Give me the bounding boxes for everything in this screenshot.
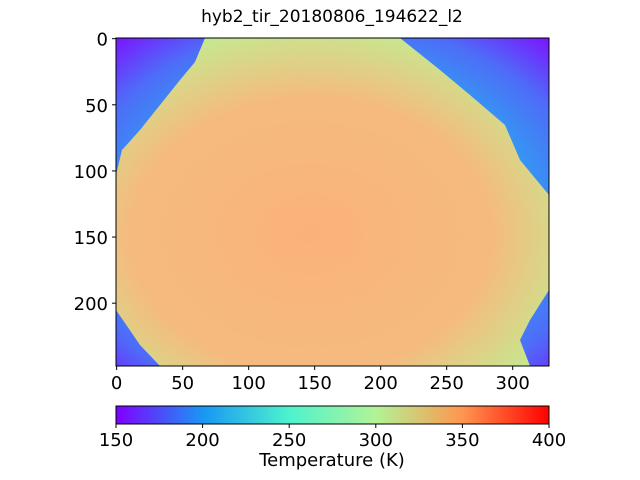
axes-frame xyxy=(115,37,550,367)
x-tick-label: 250 xyxy=(430,373,464,394)
colorbar-tick-label: 400 xyxy=(532,430,566,451)
thermal-image xyxy=(115,37,550,367)
x-tick-label: 150 xyxy=(297,373,331,394)
x-tick-label: 50 xyxy=(171,373,194,394)
colorbar-label: Temperature (K) xyxy=(258,450,405,471)
y-tick-label: 50 xyxy=(85,96,108,117)
colorbar xyxy=(115,405,550,425)
x-tick-label: 0 xyxy=(111,373,122,394)
colorbar-tick-label: 250 xyxy=(272,430,306,451)
y-tick-label: 100 xyxy=(74,162,108,183)
colorbar-tick-label: 150 xyxy=(99,430,133,451)
y-tick-label: 0 xyxy=(97,30,108,51)
y-tick-label: 200 xyxy=(74,294,108,315)
x-tick-label: 100 xyxy=(231,373,265,394)
colorbar-tick-label: 350 xyxy=(445,430,479,451)
colorbar-tick-label: 200 xyxy=(185,430,219,451)
colorbar-tick-label: 300 xyxy=(359,430,393,451)
chart-title: hyb2_tir_20180806_194622_l2 xyxy=(201,7,463,27)
asteroid xyxy=(116,38,549,366)
x-tick-label: 200 xyxy=(364,373,398,394)
x-tick-label: 300 xyxy=(496,373,530,394)
y-tick-label: 150 xyxy=(74,228,108,249)
